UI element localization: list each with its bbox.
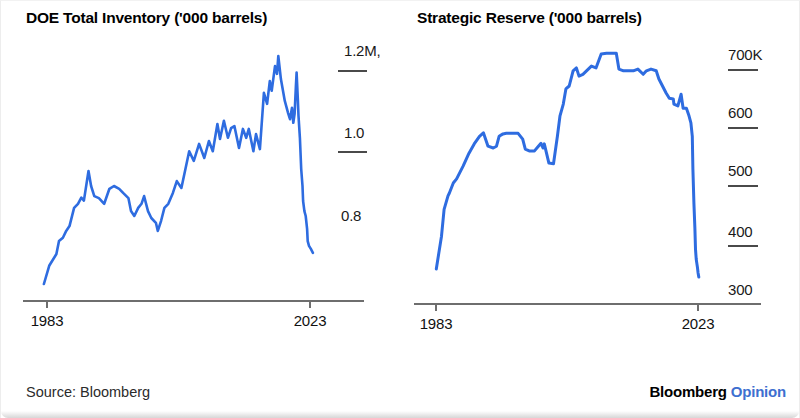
doe-ytick-1.2M: 1.2M, bbox=[344, 42, 381, 59]
spr-x-axis bbox=[414, 303, 761, 305]
doe-ytick-dash-1.2M bbox=[338, 70, 367, 72]
spr-ytick-dash-600 bbox=[728, 127, 758, 129]
doe-inventory-line-series bbox=[23, 41, 364, 301]
doe-xtick-2023 bbox=[309, 302, 311, 308]
brand-opinion: Opinion bbox=[731, 383, 786, 400]
source-attribution: Source: Bloomberg bbox=[26, 384, 150, 400]
doe-line-path bbox=[44, 56, 313, 284]
spr-ytick-700K: 700K bbox=[728, 46, 762, 63]
bloomberg-opinion-chart-card: DOE Total Inventory ('000 barrels) 1.2M,… bbox=[0, 0, 800, 418]
spr-ytick-500: 500 bbox=[728, 162, 752, 179]
doe-ytick-dash-1.0 bbox=[338, 151, 367, 153]
doe-xlabel-2023: 2023 bbox=[285, 312, 335, 329]
spr-line-path bbox=[436, 53, 699, 277]
brand-bloomberg: Bloomberg bbox=[649, 383, 726, 400]
spr-ytick-300: 300 bbox=[728, 281, 752, 298]
spr-ytick-dash-500 bbox=[728, 185, 758, 187]
spr-xlabel-2023: 2023 bbox=[673, 315, 723, 332]
doe-xlabel-1983: 1983 bbox=[22, 312, 72, 329]
spr-ytick-dash-700 bbox=[728, 69, 758, 71]
spr-xlabel-1983: 1983 bbox=[411, 315, 461, 332]
card-bottom-edge bbox=[1, 411, 799, 418]
spr-chart-title: Strategic Reserve ('000 barrels) bbox=[417, 9, 642, 27]
spr-line-series bbox=[414, 41, 761, 304]
spr-ytick-400: 400 bbox=[728, 223, 752, 240]
doe-x-axis bbox=[23, 300, 364, 302]
spr-xtick-2023 bbox=[697, 305, 699, 311]
bloomberg-opinion-logo: Bloomberg Opinion bbox=[649, 383, 786, 400]
spr-ytick-600: 600 bbox=[728, 104, 752, 121]
spr-ytick-dash-400 bbox=[728, 245, 758, 247]
doe-xtick-1983 bbox=[46, 302, 48, 308]
doe-ytick-1.0: 1.0 bbox=[344, 124, 364, 141]
doe-ytick-0.8: 0.8 bbox=[341, 207, 361, 224]
doe-chart-title: DOE Total Inventory ('000 barrels) bbox=[26, 9, 267, 27]
spr-xtick-1983 bbox=[435, 305, 437, 311]
